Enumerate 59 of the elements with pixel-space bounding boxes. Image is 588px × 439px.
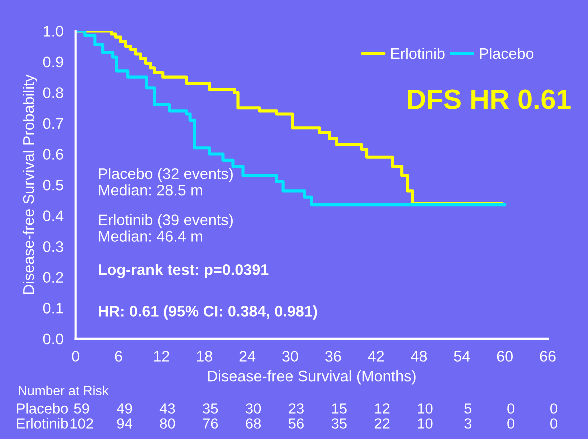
text: Erlotinib — [17, 418, 68, 429]
annotation: Log-rank test: p=0.0391 — [99, 264, 269, 278]
text: 12 — [375, 404, 390, 414]
text: 0 — [550, 418, 558, 429]
text: 80 — [160, 418, 176, 429]
x-tick-label: 12 — [154, 351, 170, 362]
x-tick-label: 24 — [240, 351, 256, 362]
y-tick-label: 0.5 — [43, 180, 64, 191]
annotation: DFS HR 0.61 — [408, 90, 571, 110]
x-tick-label: 60 — [497, 351, 513, 362]
y-tick-label: 0.7 — [43, 118, 64, 130]
y-tick-label: 0.9 — [43, 56, 64, 68]
x-tick-label: 54 — [454, 351, 470, 362]
x-tick-label: 18 — [197, 351, 212, 362]
x-tick-label: 36 — [325, 351, 342, 362]
text: 0 — [508, 404, 515, 414]
text: 35 — [203, 404, 218, 414]
annotation: HR: 0.61 (95% CI: 0.384, 0.981) — [99, 306, 318, 320]
y-tick-label: 0.8 — [43, 88, 64, 98]
text: 23 — [289, 404, 304, 414]
text: 0 — [550, 404, 558, 414]
text: Placebo — [17, 403, 68, 414]
x-tick-label: 42 — [368, 351, 384, 362]
text: 49 — [117, 404, 132, 414]
y-tick-label: 0.2 — [43, 272, 64, 284]
y-tick-label: 0.4 — [43, 210, 64, 222]
x-tick-label: 30 — [282, 351, 298, 362]
legend-label: Erlotinib — [392, 48, 445, 60]
text: 43 — [160, 404, 176, 414]
y-tick-label: 0.0 — [43, 334, 64, 345]
y-tick-label: 0.6 — [43, 149, 64, 160]
x-tick-label: 48 — [411, 351, 428, 362]
x-axis-title: Disease-free Survival (Months) — [208, 370, 416, 385]
x-tick-label: 66 — [540, 351, 556, 362]
text: 0 — [508, 418, 515, 429]
text: 102 — [70, 418, 94, 429]
text: 10 — [418, 404, 433, 414]
y-tick-label: 0.3 — [43, 241, 64, 252]
text: 94 — [117, 418, 132, 429]
text: 68 — [246, 418, 262, 429]
y-tick-label: 1.0 — [44, 26, 64, 37]
y-axis-title: Disease-free Survival Probability — [23, 74, 38, 294]
text: 35 — [332, 418, 347, 429]
annotation: Erlotinib (39 events) Median: 46.4 m — [99, 214, 233, 242]
legend-label: Placebo — [480, 48, 534, 60]
text: 59 — [74, 404, 90, 414]
text: 5 — [464, 404, 472, 414]
text: 3 — [464, 418, 472, 429]
x-tick-label: 6 — [115, 351, 122, 362]
text: Number at Risk — [19, 386, 109, 396]
text: 30 — [246, 404, 262, 414]
text: 22 — [374, 418, 390, 429]
x-tick-label: 0 — [72, 351, 80, 362]
y-tick-label: 0.1 — [43, 303, 64, 314]
text: 56 — [288, 418, 304, 429]
text: 76 — [203, 418, 218, 429]
text: 10 — [418, 418, 433, 429]
annotation: Placebo (32 events) Median: 28.5 m — [99, 168, 233, 196]
text: 15 — [332, 404, 347, 414]
